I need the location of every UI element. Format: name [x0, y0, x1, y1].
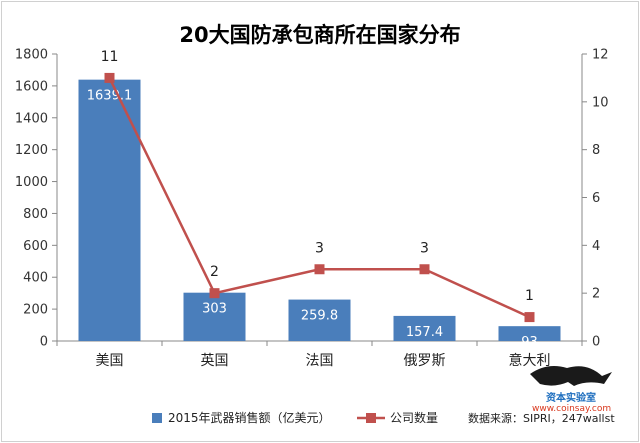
line-marker: [104, 72, 115, 83]
x-tick-label: 俄罗斯: [404, 353, 446, 369]
y-right-tick-label: 2: [592, 287, 600, 302]
line-marker: [419, 264, 430, 275]
plot-area: 0 200 400 600 800 1000 1200 1400 1600 1800 0 2 4 6 8 10…: [15, 48, 609, 370]
y-right-tick-label: 4: [592, 239, 600, 254]
bar: [498, 326, 561, 341]
source-note: 数据来源：SIPRI，247wallst: [468, 411, 615, 425]
y-left-tick-label: 1800: [15, 48, 48, 63]
line-data-label: 3: [315, 240, 324, 256]
y-left-tick-label: 1200: [15, 143, 48, 158]
series-line: [108, 77, 531, 319]
watermark-logo: 资本实验室 www.coinsay.com: [530, 366, 612, 414]
line-data-label: 2: [210, 264, 219, 280]
y-right-tick-label: 6: [592, 191, 600, 206]
legend-line-label: 公司数量: [390, 410, 438, 425]
y-left-tick-label: 600: [23, 239, 48, 254]
x-tick-label: 意大利: [509, 352, 551, 369]
legend-bar-swatch: [152, 413, 162, 423]
legend: 2015年武器销售额（亿美元） 公司数量: [152, 410, 438, 425]
bar: [78, 79, 141, 342]
y-right-tick-label: 12: [592, 48, 609, 63]
y-right-tick-label: 8: [592, 143, 600, 158]
watermark-title: 资本实验室: [546, 391, 596, 404]
line-data-label: 1: [525, 288, 534, 304]
bar-data-label: 259.8: [301, 309, 338, 324]
line-marker: [209, 288, 220, 299]
chart-title: 20大国防承包商所在国家分布: [179, 23, 460, 47]
x-tick-label: 法国: [306, 353, 334, 369]
bar: [288, 299, 351, 341]
y-right-tick-label: 0: [592, 335, 600, 350]
bar: [183, 292, 246, 341]
bar-data-label: 303: [202, 302, 227, 317]
y-left-tick-label: 1000: [15, 175, 48, 190]
legend-line-marker: [366, 413, 376, 423]
y-left-tick-label: 200: [23, 303, 48, 318]
legend-bar-label: 2015年武器销售额（亿美元）: [168, 410, 331, 425]
line-marker: [314, 264, 325, 275]
y-left-tick-label: 1400: [15, 111, 48, 126]
bar-data-label: 1639.1: [87, 89, 133, 104]
y-left-tick-label: 1600: [15, 79, 48, 94]
line-data-label: 11: [101, 49, 119, 65]
x-tick-label: 英国: [201, 352, 229, 369]
y-left-tick-label: 800: [23, 207, 48, 222]
y-right-tick-label: 10: [592, 95, 609, 110]
watermark-url: www.coinsay.com: [532, 404, 611, 414]
bar: [393, 315, 456, 341]
bar-data-label: 93: [521, 335, 538, 350]
panther-icon: [530, 366, 612, 386]
x-tick-label: 美国: [96, 353, 124, 369]
line-marker: [524, 312, 535, 323]
y-left-tick-label: 0: [40, 335, 48, 350]
y-left-tick-label: 400: [23, 271, 48, 286]
bar-data-label: 157.4: [406, 325, 443, 340]
line-data-label: 3: [420, 240, 429, 256]
